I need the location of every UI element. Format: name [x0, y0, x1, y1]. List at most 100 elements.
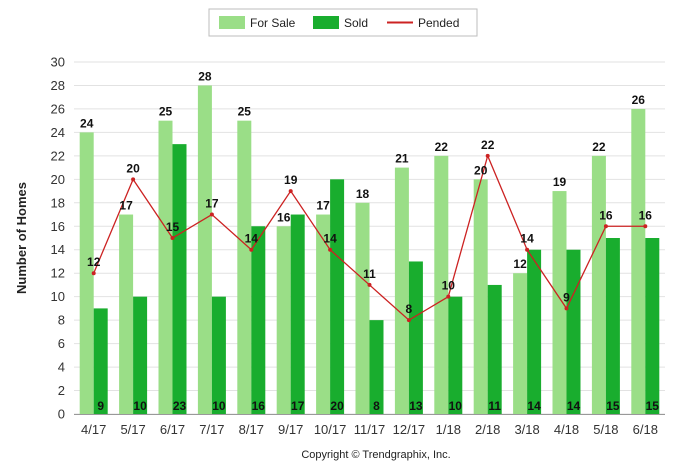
pended-point [446, 294, 451, 299]
label-pended: 12 [87, 255, 101, 269]
legend-label-sold: Sold [344, 16, 368, 30]
label-pended: 8 [406, 302, 413, 316]
label-for-sale: 12 [513, 257, 527, 271]
label-for-sale: 21 [395, 152, 409, 166]
label-pended: 14 [520, 232, 534, 246]
pended-point [131, 177, 136, 182]
x-axis-ticks: 4/17 5/17 6/17 7/17 8/17 9/17 10/17 11/17 12/17 1… [81, 422, 658, 437]
y-tick-label: 2 [58, 383, 65, 398]
bars [79, 85, 660, 415]
pended-point [643, 224, 648, 229]
bar-sold [645, 238, 660, 414]
pended-point [249, 247, 254, 252]
y-tick-label: 6 [58, 336, 65, 351]
bar-for-sale [513, 273, 528, 414]
pended-point [328, 247, 333, 252]
x-tick-label: 11/17 [354, 422, 386, 437]
label-for-sale: 22 [435, 140, 449, 154]
bar-sold [408, 261, 423, 414]
x-tick-label: 9/17 [278, 422, 303, 437]
bar-for-sale [434, 155, 449, 414]
bar-for-sale [197, 85, 212, 414]
label-for-sale: 25 [238, 105, 252, 119]
bar-for-sale [591, 155, 606, 414]
legend-label-for-sale: For Sale [250, 16, 296, 30]
bar-sold [251, 226, 266, 414]
bar-for-sale [316, 214, 331, 414]
y-tick-label: 14 [51, 242, 65, 257]
label-for-sale: 18 [356, 187, 370, 201]
pended-point [603, 224, 608, 229]
y-tick-label: 26 [51, 101, 65, 116]
label-pended: 11 [363, 267, 376, 281]
legend-label-pended: Pended [418, 16, 459, 30]
bar-sold [448, 296, 463, 414]
y-tick-label: 30 [51, 55, 65, 70]
label-sold: 9 [97, 399, 104, 413]
label-pended: 20 [126, 161, 140, 175]
label-pended: 10 [442, 279, 456, 293]
pended-point [525, 247, 530, 252]
label-pended: 19 [284, 173, 298, 187]
x-tick-label: 8/17 [239, 422, 264, 437]
label-for-sale: 28 [198, 69, 212, 83]
label-pended: 15 [166, 220, 180, 234]
pended-point [91, 271, 96, 276]
bar-for-sale [276, 226, 291, 414]
bar-sold [330, 179, 345, 414]
label-for-sale: 19 [553, 175, 567, 189]
bar-for-sale [79, 132, 94, 414]
label-sold: 14 [567, 399, 581, 413]
bar-sold [133, 296, 148, 414]
y-tick-label: 20 [51, 172, 65, 187]
y-axis-title: Number of Homes [14, 182, 29, 294]
y-tick-label: 18 [51, 195, 65, 210]
label-for-sale: 22 [592, 140, 606, 154]
label-sold: 10 [133, 399, 147, 413]
bar-for-sale [552, 191, 567, 414]
bar-sold [566, 249, 581, 414]
label-sold: 20 [330, 399, 344, 413]
bar-sold [211, 296, 226, 414]
x-tick-label: 1/18 [436, 422, 461, 437]
legend: For Sale Sold Pended [208, 8, 478, 37]
x-tick-label: 4/17 [81, 422, 106, 437]
x-tick-label: 2/18 [475, 422, 500, 437]
y-tick-label: 22 [51, 148, 65, 163]
label-for-sale: 16 [277, 210, 291, 224]
bar-for-sale [355, 202, 370, 414]
bar-for-sale [237, 120, 252, 415]
x-tick-label: 12/17 [393, 422, 426, 437]
x-tick-label: 5/18 [593, 422, 618, 437]
x-tick-label: 3/18 [514, 422, 539, 437]
y-tick-label: 28 [51, 78, 65, 93]
data-labels: 24 9 17 10 25 23 28 10 25 16 16 17 17 20 18 8 21 13 22 10 20… [80, 69, 659, 413]
x-tick-label: 6/17 [160, 422, 185, 437]
pended-line [91, 153, 648, 323]
y-tick-label: 24 [51, 125, 65, 140]
copyright-text: Copyright © Trendgraphix, Inc. [301, 449, 450, 461]
pended-point [485, 153, 490, 158]
bar-for-sale [631, 108, 646, 414]
label-sold: 23 [173, 399, 187, 413]
y-tick-label: 12 [51, 266, 65, 281]
pended-point [367, 282, 372, 287]
label-pended: 16 [639, 208, 653, 222]
pended-point [406, 318, 411, 323]
label-for-sale: 17 [316, 199, 330, 213]
bar-sold [172, 144, 187, 414]
label-pended: 14 [245, 232, 259, 246]
label-sold: 15 [646, 399, 660, 413]
label-pended: 14 [323, 232, 337, 246]
label-for-sale: 20 [474, 163, 488, 177]
bar-sold [527, 249, 542, 414]
label-pended: 9 [563, 290, 570, 304]
bar-sold [290, 214, 305, 414]
label-sold: 13 [409, 399, 423, 413]
x-tick-label: 4/18 [554, 422, 579, 437]
legend-box [208, 8, 478, 37]
x-tick-label: 10/17 [314, 422, 347, 437]
label-for-sale: 24 [80, 116, 94, 130]
label-sold: 8 [373, 399, 380, 413]
